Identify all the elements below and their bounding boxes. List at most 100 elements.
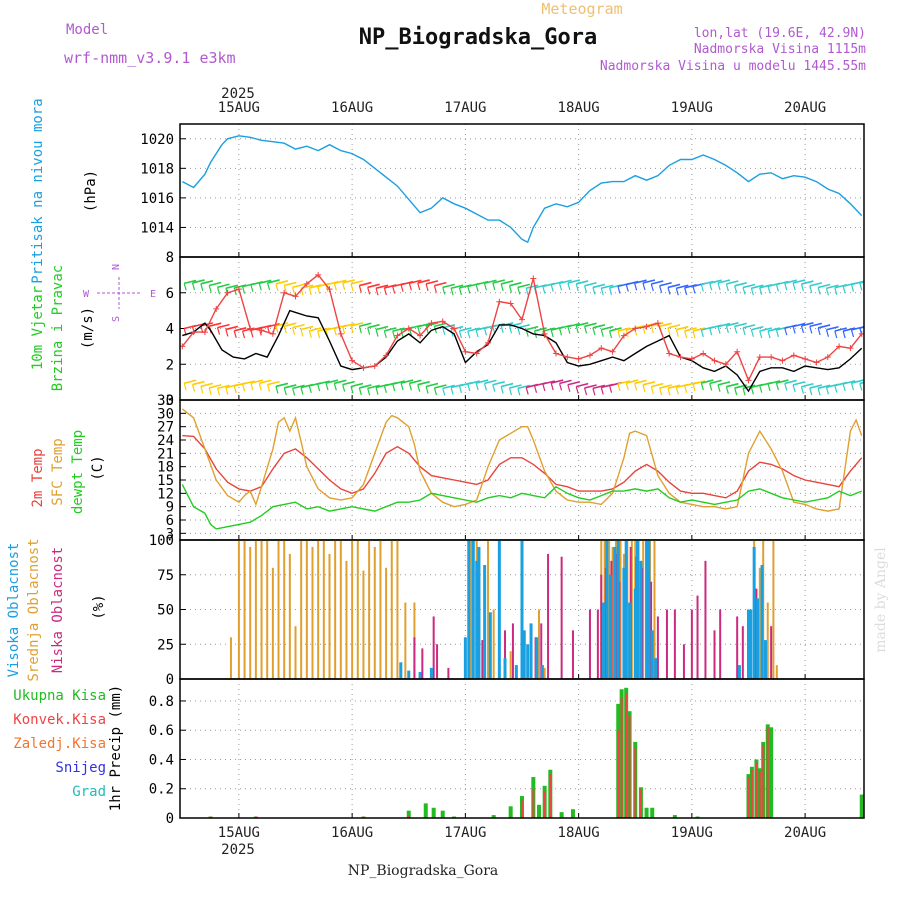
wind-barb [734,285,738,293]
wind-barb [834,327,847,332]
wind-barb [183,283,187,291]
conv-precip-bar [628,715,631,818]
mid-cloud-bar [254,540,257,679]
high-cloud-bar [756,598,760,679]
wind-barb [800,283,805,292]
wind-barb [300,329,304,337]
y-tick-label: 1016 [140,191,174,207]
wind-barb [334,379,347,385]
low-cloud-bar [511,623,514,679]
wind-barb [650,386,654,394]
gust-marker [711,357,718,364]
wind-barb [751,284,764,290]
wind-barb [358,387,362,396]
y-tick-label: 50 [157,603,174,619]
wind-barb [709,279,722,284]
wind-barb [801,382,814,388]
gust-marker [428,320,435,327]
wind-barb [275,283,279,291]
wind-barb [809,384,822,389]
y-tick-label: 30 [157,406,174,422]
high-cloud-bar [645,540,649,679]
wind-barb [392,286,396,294]
wind-barb [676,325,689,331]
wind-barb [525,284,539,290]
high-cloud-bar [463,637,467,679]
y-tick-label: 0 [166,393,174,409]
wind-barb [434,281,447,287]
wind-barb [317,286,321,294]
gust-marker [292,293,299,300]
low-cloud-bar [656,616,659,679]
gust-marker [258,327,265,334]
wind-barb [592,388,596,396]
wind-barb [576,280,589,285]
wind-barb [492,384,496,392]
wind-barb [359,384,372,389]
mid-cloud-bar [311,546,314,679]
high-cloud-bar [475,560,479,679]
wind-barb [284,322,297,327]
high-cloud-bar [639,560,643,679]
wind-barb [241,330,246,339]
wind-barb [308,287,312,296]
wind-barb [792,322,806,328]
watermark: made by Angel [873,547,889,653]
gust-marker [620,332,627,339]
wind-barb [801,322,814,327]
low-cloud-bar [770,626,773,679]
wind-barb [267,380,280,386]
gust-marker [473,350,480,357]
mid-cloud-bar [404,602,407,679]
wind-barb [333,328,337,336]
wind-barb [800,386,805,394]
wind-barb [675,329,679,337]
wind-barb [459,327,472,332]
high-cloud-bar [471,540,475,679]
wind-barb [216,388,221,396]
wind-barb [192,380,205,386]
wind-barb [625,382,629,391]
low-cloud-bar [665,609,668,679]
wind-barb [576,322,589,327]
y-tick-label: 1014 [140,220,174,236]
precip-legend-1: Konvek.Kisa [13,712,106,728]
wind-barb [484,279,497,285]
wind-barb [792,384,796,393]
wind-barb [350,382,364,388]
gust-marker [575,355,582,362]
wind-barb [417,279,430,284]
wind-barb [558,383,563,391]
total-precip-bar [406,810,411,818]
wind-compass: N S W E [83,264,156,322]
wind-barb [308,385,312,394]
wind-barb [267,322,280,328]
wind-barb [767,327,781,332]
low-cloud-bar [596,609,599,679]
wind-barb [333,383,337,391]
y-tick-label: 24 [157,433,174,449]
wind-barb [217,283,230,289]
lonlat-label: lon,lat (19.6E, 42.9N) [694,26,866,41]
wind-barb [675,387,679,395]
high-cloud-bar [488,612,492,679]
wind-barb [584,384,597,389]
wind-barb [433,387,437,396]
gust-marker [383,352,390,359]
wind-barb [183,279,197,285]
wind-barb [458,330,463,339]
gust-marker [201,329,208,336]
mid-cloud-bar [356,540,359,679]
low-cloud-bar [436,644,439,679]
station-title: NP_Biogradska_Gora [359,25,597,50]
mid-cloud-bar [243,540,246,679]
wind-barb [209,384,222,389]
conv-precip-bar [620,698,623,818]
wind-barb [600,288,604,296]
wind-barb [825,288,830,296]
wind-barb [500,280,514,285]
gust-marker [700,350,707,357]
wind-barb [325,382,329,391]
wind-barb [684,327,697,332]
y-tick-label: 25 [157,637,174,653]
